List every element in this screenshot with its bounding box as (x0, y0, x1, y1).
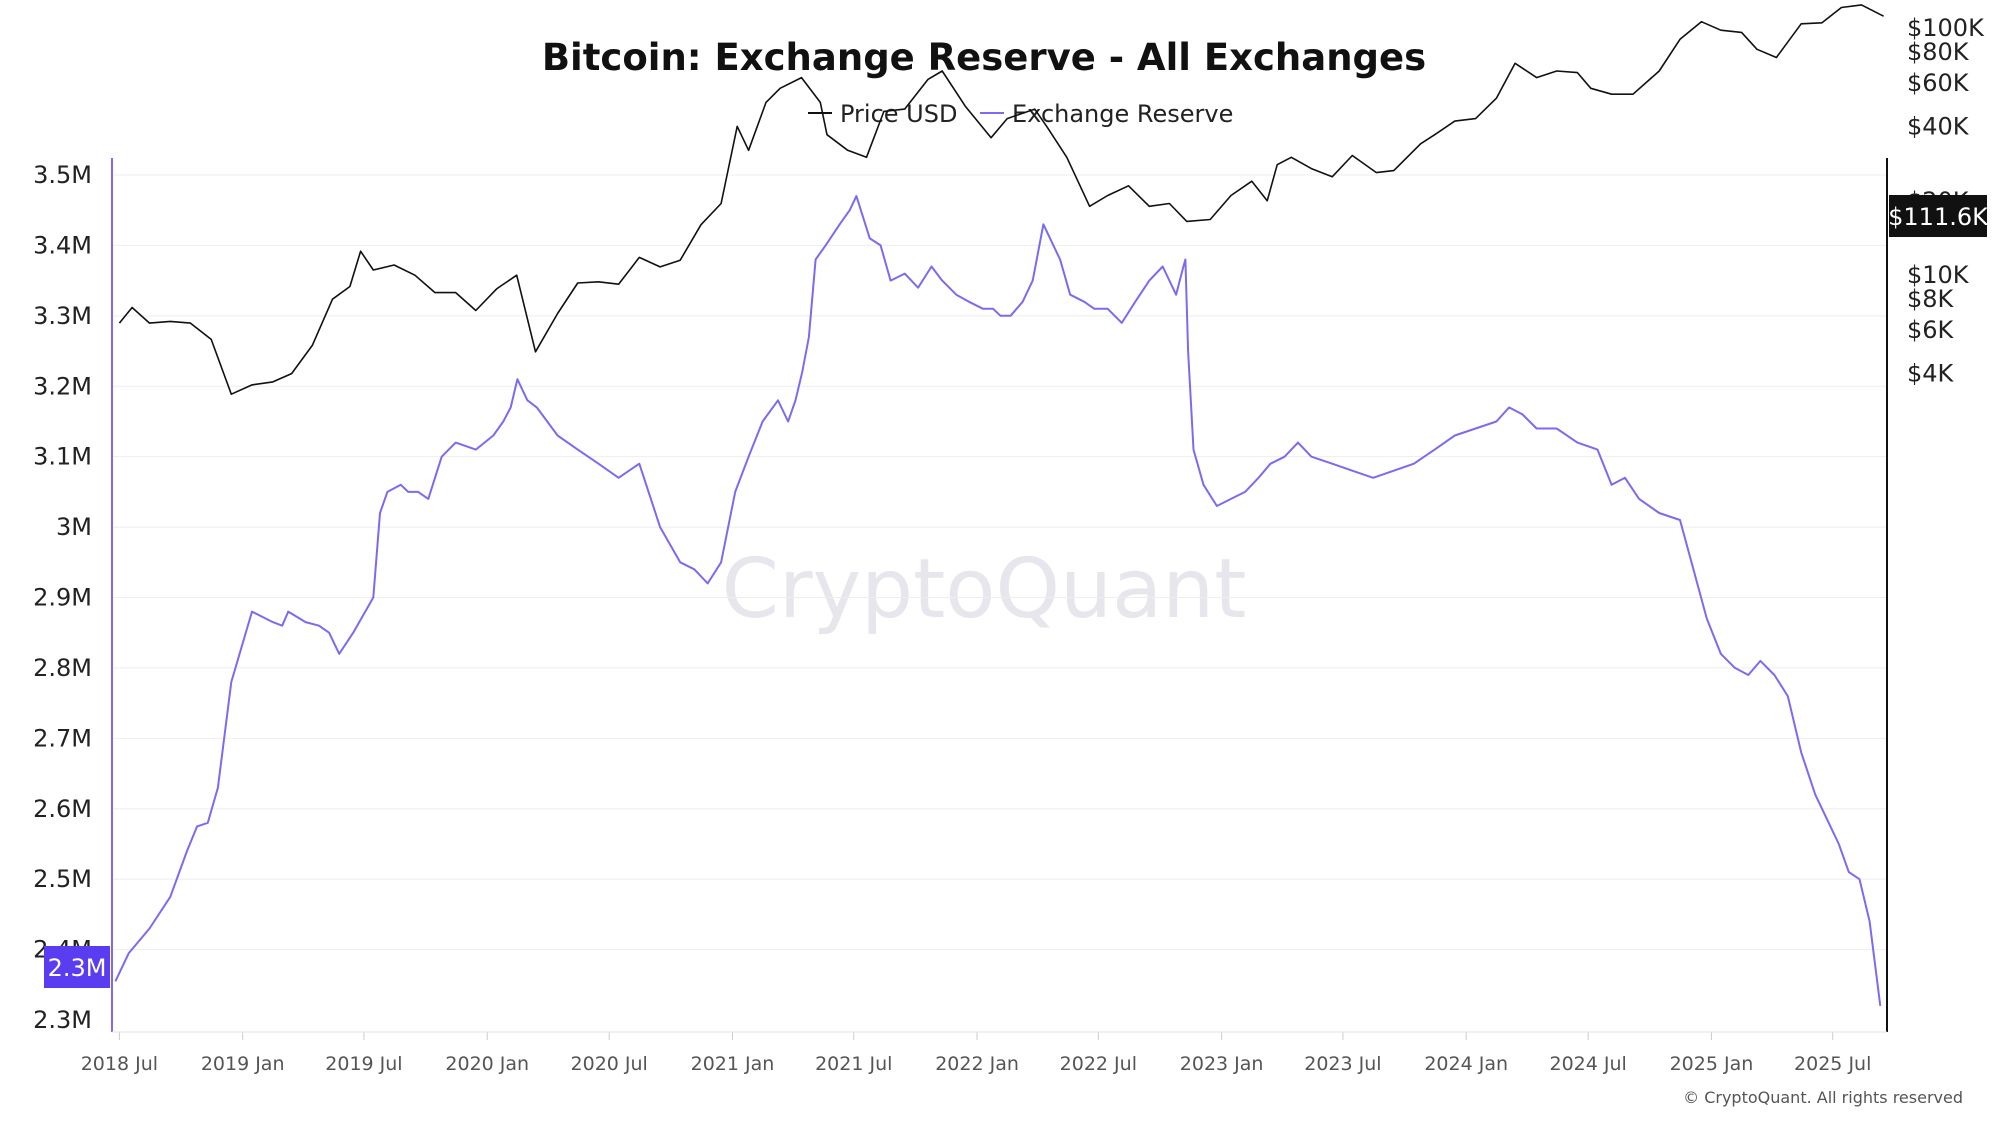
series-exchange-reserve-line (114, 195, 1882, 1007)
left-tick-label: 3.3M (33, 302, 92, 330)
left-tick-label: 3.1M (33, 443, 92, 471)
right-tick-label: $40K (1907, 112, 1970, 140)
right-current-value-badge: $111.6K (1888, 195, 1989, 237)
left-tick-label: 2.3M (33, 1006, 92, 1034)
right-tick-label: $6K (1907, 316, 1955, 344)
x-tick-label: 2024 Jul (1549, 1053, 1626, 1075)
x-tick-label: 2020 Jul (571, 1053, 648, 1075)
watermark: CryptoQuant (722, 542, 1247, 637)
x-axis-ticks: 2018 Jul 2019 Jan 2019 Jul 2020 Jan 2020 Jul… (81, 1032, 1871, 1075)
x-tick-label: 2023 Jan (1180, 1053, 1264, 1075)
copyright-text: © CryptoQuant. All rights reserved (1683, 1088, 1963, 1107)
right-badge-label: $111.6K (1888, 203, 1989, 231)
right-badge-bg (1889, 195, 1987, 237)
left-tick-label: 2.9M (33, 584, 92, 612)
legend: Price USD Exchange Reserve (808, 100, 1233, 128)
x-tick-label: 2019 Jul (325, 1053, 402, 1075)
series-price-usd-line (118, 4, 1884, 396)
legend-label-reserve[interactable]: Exchange Reserve (1012, 100, 1233, 128)
x-tick-label: 2021 Jan (691, 1053, 775, 1075)
right-tick-label: $100K (1907, 14, 1985, 42)
left-badge-bg (44, 946, 110, 988)
x-tick-label: 2022 Jul (1060, 1053, 1137, 1075)
left-badge-label: 2.3M (48, 954, 107, 982)
right-tick-label: $8K (1907, 285, 1955, 313)
right-tick-label: $80K (1907, 38, 1970, 66)
x-tick-label: 2019 Jan (201, 1053, 285, 1075)
x-tick-label: 2025 Jan (1670, 1053, 1754, 1075)
chart-title: Bitcoin: Exchange Reserve - All Exchange… (542, 36, 1426, 79)
x-tick-label: 2024 Jan (1424, 1053, 1508, 1075)
left-axis-ticks: 3.5M 3.4M 3.3M 3.2M 3.1M 3M 2.9M 2.8M 2.7M 2.6M 2.… (33, 161, 92, 1034)
x-tick-label: 2018 Jul (81, 1053, 158, 1075)
gridlines (112, 174, 1887, 951)
left-tick-label: 2.5M (33, 865, 92, 893)
right-tick-label: $4K (1907, 360, 1955, 388)
left-tick-label: 3.4M (33, 231, 92, 259)
left-tick-label: 2.8M (33, 654, 92, 682)
x-tick-label: 2023 Jul (1304, 1053, 1381, 1075)
left-tick-label: 3.5M (33, 161, 92, 189)
x-tick-label: 2025 Jul (1794, 1053, 1871, 1075)
left-tick-label: 2.7M (33, 724, 92, 752)
right-tick-label: $60K (1907, 69, 1970, 97)
x-tick-label: 2022 Jan (935, 1053, 1019, 1075)
right-tick-label: $10K (1907, 261, 1970, 289)
left-tick-label: 3.2M (33, 372, 92, 400)
left-tick-label: 3M (56, 513, 92, 541)
legend-label-price[interactable]: Price USD (840, 100, 957, 128)
left-current-value-badge: 2.3M (44, 946, 110, 988)
left-tick-label: 2.6M (33, 795, 92, 823)
x-tick-label: 2020 Jan (445, 1053, 529, 1075)
x-tick-label: 2021 Jul (815, 1053, 892, 1075)
